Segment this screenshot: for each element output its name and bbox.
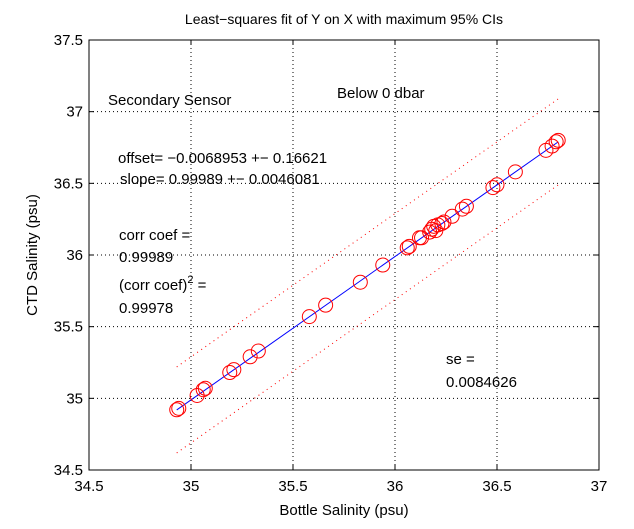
data-point <box>242 349 258 365</box>
corr-coef-squared-label-post: = <box>193 277 206 294</box>
data-point <box>414 230 430 246</box>
corr-coef-squared-label: (corr coef)2 = <box>119 274 207 294</box>
data-point <box>401 238 417 254</box>
data-points <box>169 132 566 418</box>
data-point <box>458 198 474 214</box>
x-tick-label: 36 <box>387 478 404 495</box>
x-tick-label: 36.5 <box>482 478 511 495</box>
grid <box>89 40 599 470</box>
data-point <box>444 208 460 224</box>
offset-annotation: offset= −0.0068953 +− 0.16621 <box>118 150 327 167</box>
y-tick-label: 36 <box>66 247 83 264</box>
data-point <box>171 400 187 416</box>
x-ticks: 34.5 35 35.5 36 36.5 37 <box>74 40 607 495</box>
data-point <box>550 132 566 148</box>
data-point <box>195 382 211 398</box>
se-value: 0.0084626 <box>446 374 517 391</box>
y-tick-label: 36.5 <box>54 175 83 192</box>
y-tick-label: 35 <box>66 390 83 407</box>
fit-line <box>176 141 559 411</box>
sensor-annotation: Secondary Sensor <box>108 92 231 109</box>
data-point <box>548 134 564 150</box>
data-point <box>489 177 505 193</box>
x-tick-label: 35 <box>183 478 200 495</box>
depth-annotation: Below 0 dbar <box>337 85 425 102</box>
data-point <box>436 214 452 230</box>
data-point <box>197 380 213 396</box>
corr-coef-squared-value: 0.99978 <box>119 300 173 317</box>
data-point <box>544 138 560 154</box>
data-point <box>318 297 334 313</box>
y-tick-label: 35.5 <box>54 319 83 336</box>
y-ticks: 34.5 35 35.5 36 36.5 37 37.5 <box>54 32 599 479</box>
y-tick-label: 37 <box>66 104 83 121</box>
y-tick-label: 37.5 <box>54 32 83 49</box>
x-tick-label: 37 <box>591 478 608 495</box>
data-point <box>226 362 242 378</box>
x-tick-label: 34.5 <box>74 478 103 495</box>
data-point <box>399 240 415 256</box>
fit-line-group <box>176 141 559 411</box>
data-point <box>222 365 238 381</box>
y-tick-label: 34.5 <box>54 462 83 479</box>
data-point <box>485 180 501 196</box>
data-point <box>454 201 470 217</box>
corr-coef-value: 0.99989 <box>119 249 173 266</box>
corr-coef-squared-superscript: 2 <box>187 274 193 286</box>
x-tick-label: 35.5 <box>278 478 307 495</box>
corr-coef-squared-label-pre: (corr coef) <box>119 277 187 294</box>
data-point <box>352 274 368 290</box>
data-point <box>169 402 185 418</box>
data-point <box>301 309 317 325</box>
data-point <box>250 343 266 359</box>
y-axis-label: CTD Salinity (psu) <box>24 194 41 316</box>
data-point <box>507 164 523 180</box>
chart-title: Least−squares fit of Y on X with maximum… <box>185 11 503 27</box>
corr-coef-label: corr coef = <box>119 227 191 244</box>
slope-annotation: slope= 0.99989 +− 0.0046081 <box>120 171 320 188</box>
se-label: se = <box>446 351 475 368</box>
data-point <box>434 215 450 231</box>
x-axis-label: Bottle Salinity (psu) <box>279 502 408 519</box>
data-point <box>375 257 391 273</box>
